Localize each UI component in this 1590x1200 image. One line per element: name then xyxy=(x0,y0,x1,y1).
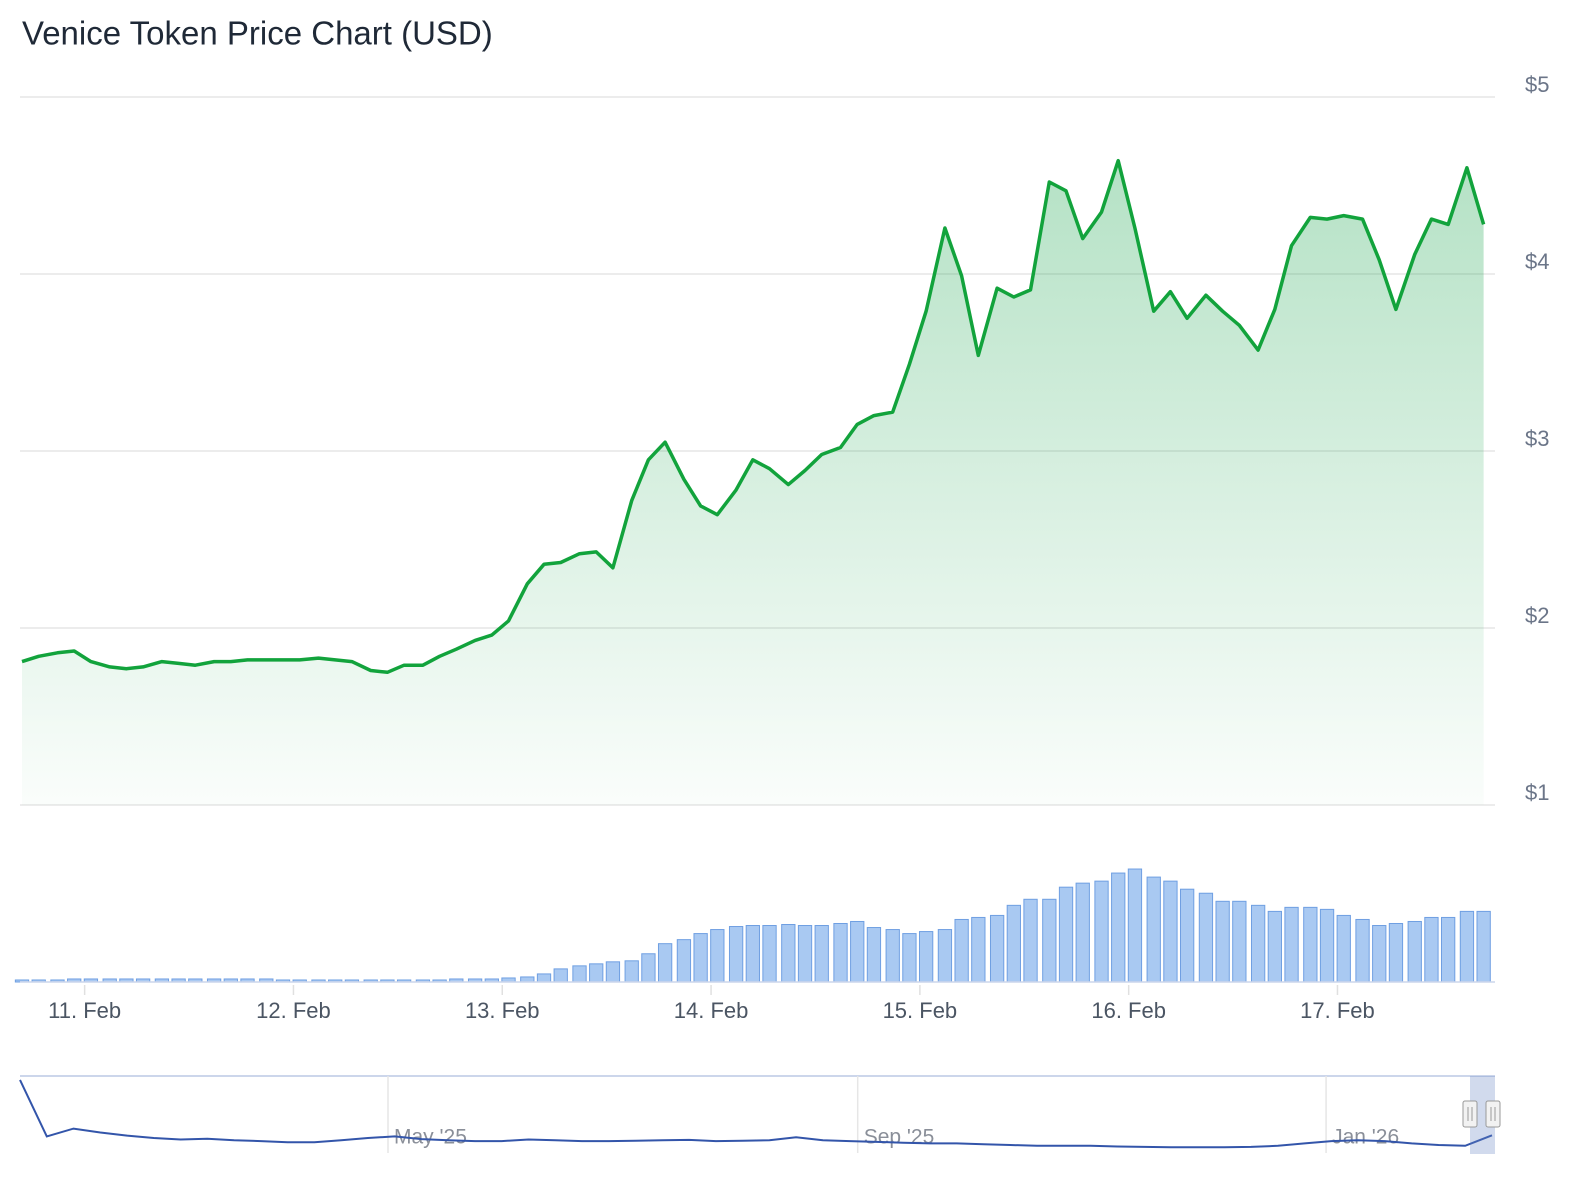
y-tick-label: $4 xyxy=(1525,249,1549,274)
navigator-handle[interactable] xyxy=(1485,1100,1501,1128)
volume-bar xyxy=(762,925,777,983)
volume-bar xyxy=(833,922,848,983)
volume-bar xyxy=(1441,916,1456,983)
price-line xyxy=(21,158,1486,675)
price-area xyxy=(22,160,1484,805)
navigator-tick-label: May '25 xyxy=(394,1126,467,1149)
volume-bar xyxy=(657,943,673,983)
volume-bar xyxy=(1058,886,1074,983)
volume-bar xyxy=(553,968,568,983)
volume-bar xyxy=(1232,900,1247,983)
volume-bar xyxy=(989,914,1005,983)
volume-bar xyxy=(520,976,535,983)
volume-bar xyxy=(1094,880,1109,983)
volume-bar xyxy=(624,960,639,983)
volume-bar xyxy=(745,925,760,983)
navigator-line xyxy=(19,1079,1493,1149)
volume-bar xyxy=(1127,868,1143,983)
volume-bar xyxy=(1023,898,1038,983)
volume-bar xyxy=(1388,922,1404,983)
y-tick-label: $5 xyxy=(1525,72,1549,97)
volume-bar xyxy=(641,953,656,983)
x-tick-label: 16. Feb xyxy=(1091,998,1166,1023)
y-tick-label: $2 xyxy=(1525,603,1549,628)
navigator-tick-label: Sep '25 xyxy=(864,1126,935,1149)
volume-bar xyxy=(1042,898,1057,983)
volume-bar xyxy=(850,920,865,983)
volume-bar xyxy=(1163,880,1178,983)
volume-bar xyxy=(693,933,708,983)
y-tick-label: $1 xyxy=(1525,780,1549,805)
volume-bar xyxy=(797,925,813,983)
volume-bar xyxy=(1284,906,1299,983)
volume-bar xyxy=(1407,920,1422,983)
volume-bar xyxy=(536,973,552,983)
volume-bar xyxy=(814,925,829,983)
x-tick-label: 11. Feb xyxy=(48,998,121,1023)
volume-bar xyxy=(1424,916,1439,983)
volume-bar xyxy=(1476,910,1491,983)
volume-bar xyxy=(885,929,900,983)
volume-bar xyxy=(937,929,953,983)
volume-bar xyxy=(1355,918,1370,983)
volume-bar xyxy=(1372,925,1387,983)
volume-bar xyxy=(918,931,934,983)
volume-bar xyxy=(572,965,587,983)
volume-bar xyxy=(1179,888,1195,983)
x-tick-label: 17. Feb xyxy=(1300,998,1375,1023)
x-tick-label: 13. Feb xyxy=(465,998,540,1023)
volume-bar xyxy=(1198,892,1214,983)
chart-title: Venice Token Price Chart (USD) xyxy=(22,15,493,52)
volume-bar xyxy=(781,924,796,983)
volume-bar xyxy=(676,939,692,983)
volume-bar xyxy=(710,929,725,983)
volume-bar xyxy=(1111,872,1126,983)
volume-bar xyxy=(1250,904,1266,983)
volume-bar xyxy=(589,963,604,983)
volume-bar xyxy=(1146,876,1161,983)
x-tick-label: 14. Feb xyxy=(674,998,749,1023)
volume-bar xyxy=(1303,906,1318,983)
x-tick-label: 15. Feb xyxy=(883,998,958,1023)
volume-bar xyxy=(1267,910,1282,983)
x-tick-label: 12. Feb xyxy=(256,998,331,1023)
volume-bar xyxy=(971,916,986,983)
volume-bar xyxy=(954,918,969,983)
navigator-handle[interactable] xyxy=(1462,1100,1478,1128)
volume-bar xyxy=(605,961,621,983)
volume-bar xyxy=(1006,904,1021,983)
volume-bar xyxy=(1215,900,1230,983)
volume-bar xyxy=(728,926,744,983)
volume-bar xyxy=(1459,910,1475,983)
y-tick-label: $3 xyxy=(1525,426,1549,451)
navigator-tick-label: Jan '26 xyxy=(1332,1126,1399,1149)
volume-bar xyxy=(1075,882,1090,983)
volume-bar xyxy=(1336,914,1351,983)
volume-bar xyxy=(1319,908,1335,983)
volume-bar xyxy=(902,933,917,983)
volume-bar xyxy=(866,927,882,983)
